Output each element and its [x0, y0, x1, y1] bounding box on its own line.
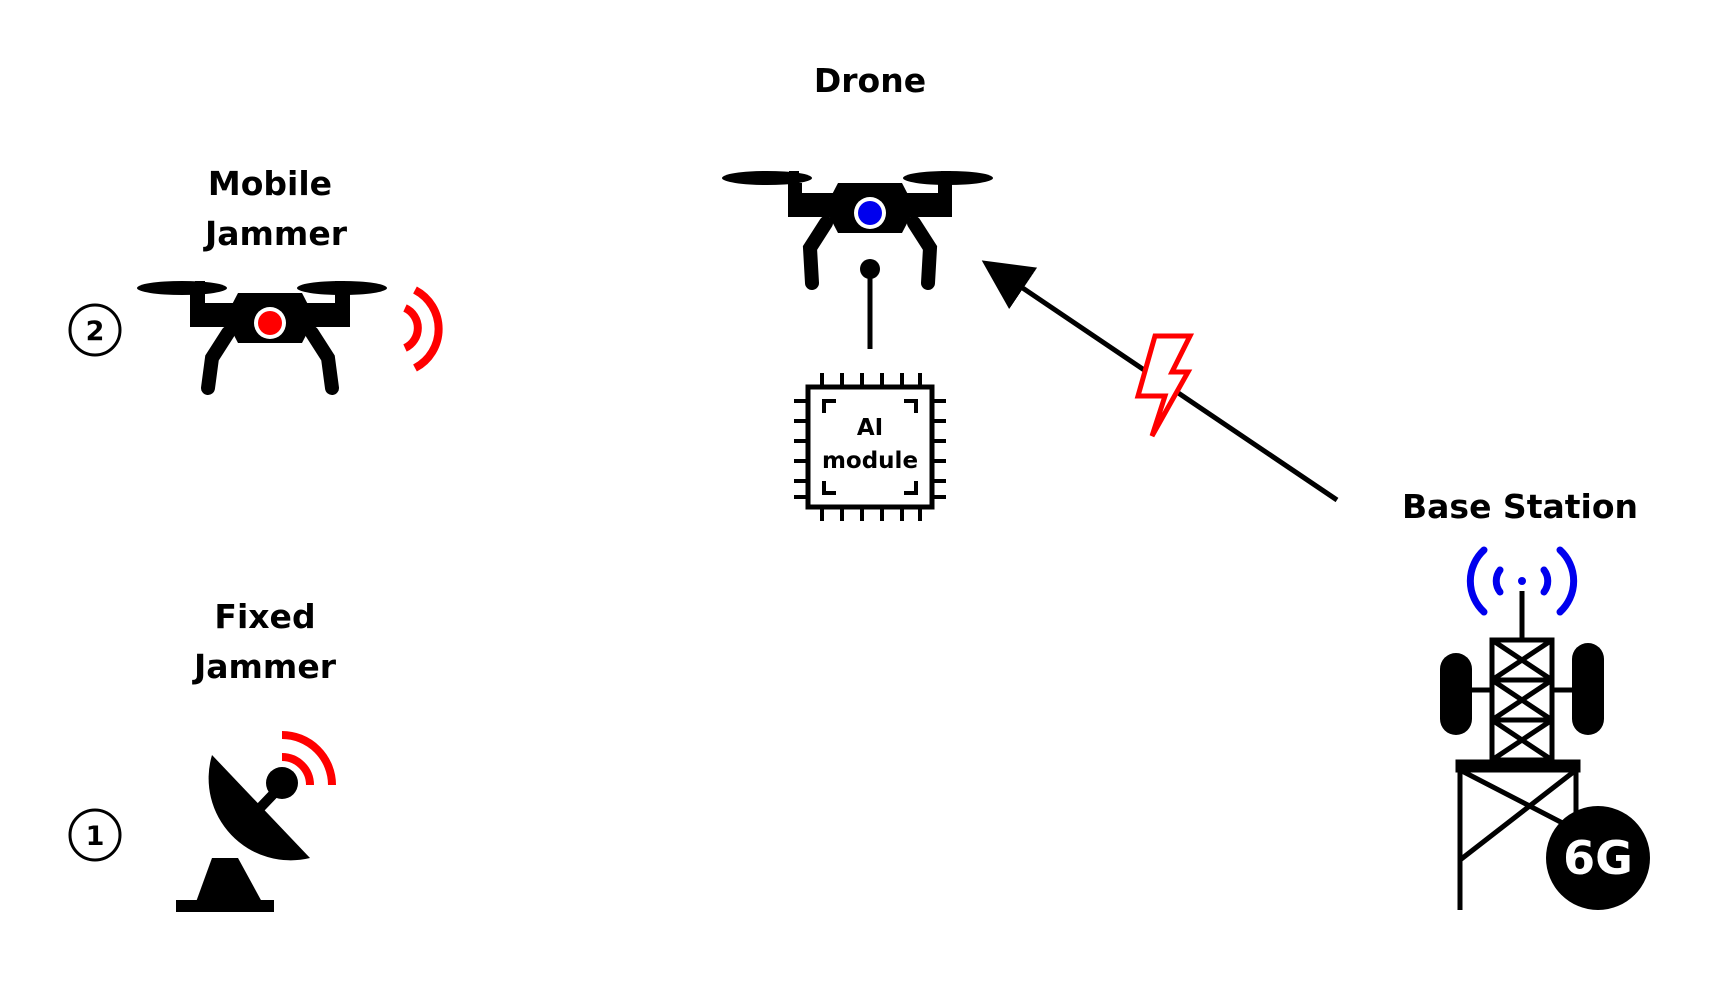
jammer-core	[258, 311, 282, 335]
mobile-jamming-signal-icon	[403, 286, 443, 372]
tower-right-panel	[1572, 643, 1604, 735]
drone-icon[interactable]	[722, 171, 993, 349]
fixed-jammer-label-line1: Fixed	[214, 597, 315, 636]
drone-core	[858, 201, 882, 225]
ai-module-label-line2: module	[822, 448, 918, 474]
jammer-drone-icon[interactable]	[137, 281, 387, 395]
fixed-jammer-label-line2: Jammer	[192, 647, 337, 686]
6g-badge-label: 6G	[1563, 831, 1633, 885]
ai-module-label-line1: AI	[857, 415, 883, 441]
cell-tower-icon[interactable]	[1455, 591, 1581, 910]
drone-label: Drone	[814, 61, 926, 100]
chip-icon[interactable]	[794, 373, 946, 521]
6g-badge	[1546, 806, 1650, 910]
tower-left-panel	[1440, 653, 1472, 735]
fixed-jammer-marker: 1	[68, 808, 122, 862]
satellite-dish-icon[interactable]	[176, 755, 310, 912]
tower-signal-icon	[1466, 546, 1578, 616]
base-station-label: Base Station	[1402, 487, 1638, 526]
fixed-jamming-signal-icon	[281, 731, 336, 786]
fixed-jammer-number: 1	[86, 821, 105, 852]
mobile-jammer-label-line1: Mobile	[208, 164, 332, 203]
mobile-jammer-label-line2: Jammer	[203, 214, 348, 253]
lightning-bolt-icon	[1134, 333, 1195, 438]
mobile-jammer-marker: 2	[68, 303, 122, 357]
mobile-jammer-number: 2	[86, 316, 105, 347]
tower-signal-dot	[1518, 577, 1526, 585]
